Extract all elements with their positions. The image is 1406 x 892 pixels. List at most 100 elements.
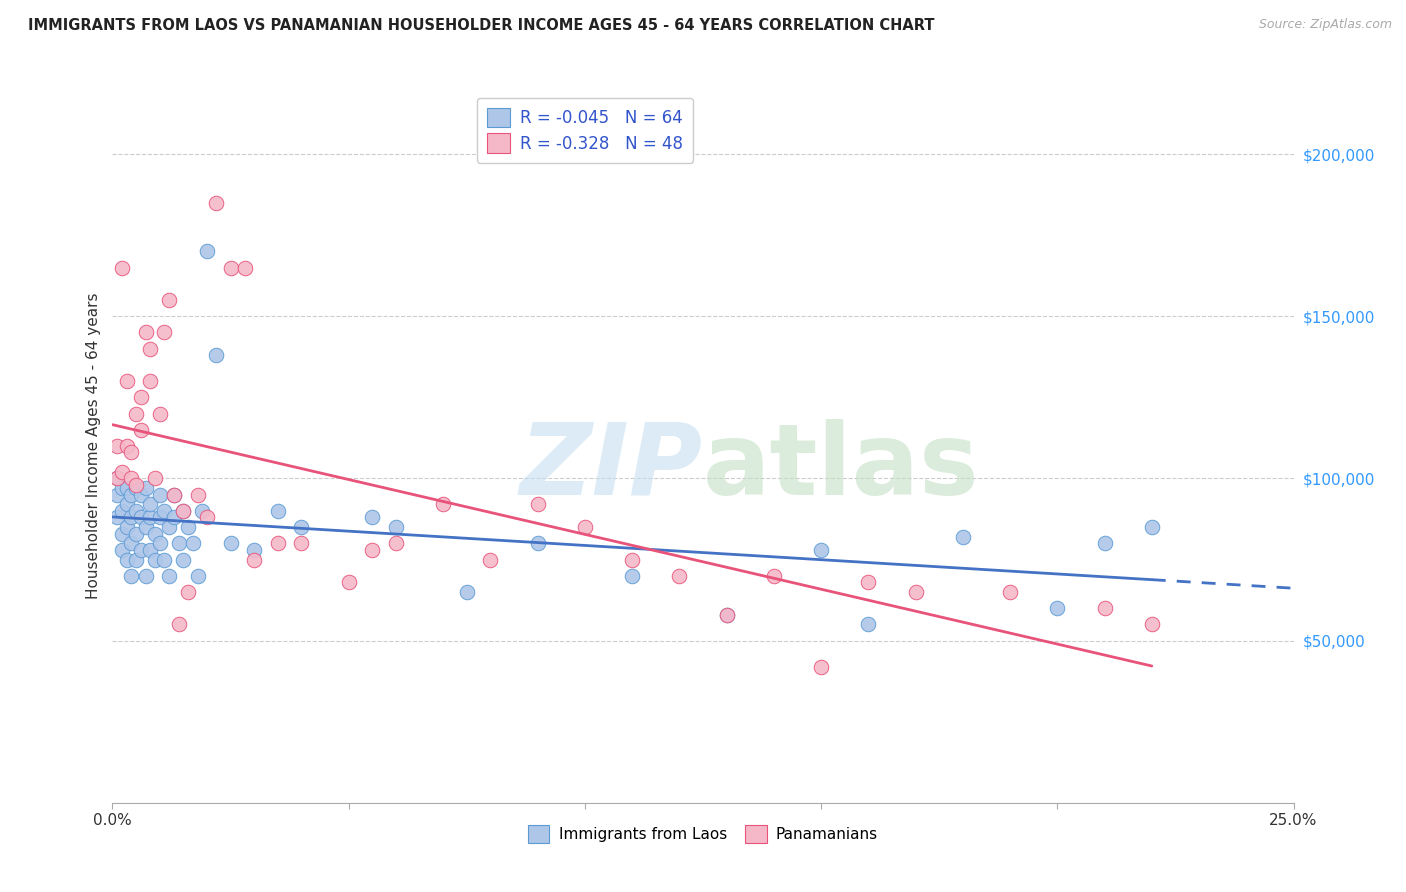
Point	[167, 536, 190, 550]
Point	[105, 471, 128, 485]
Point	[167, 617, 190, 632]
Point	[621, 552, 644, 566]
Point	[361, 510, 384, 524]
Point	[267, 504, 290, 518]
Text: Source: ZipAtlas.com: Source: ZipAtlas.com	[1258, 18, 1392, 31]
Point	[716, 607, 738, 622]
Point	[810, 659, 832, 673]
Point	[149, 536, 172, 550]
Point	[172, 504, 194, 518]
Point	[858, 575, 880, 590]
Point	[219, 536, 242, 550]
Point	[105, 510, 128, 524]
Point	[163, 488, 186, 502]
Point	[858, 617, 880, 632]
Point	[290, 536, 312, 550]
Point	[111, 465, 134, 479]
Point	[621, 568, 644, 582]
Point	[139, 374, 162, 388]
Point	[904, 585, 927, 599]
Point	[668, 568, 690, 582]
Point	[361, 542, 384, 557]
Point	[243, 552, 266, 566]
Point	[149, 488, 172, 502]
Point	[762, 568, 785, 582]
Point	[205, 195, 228, 210]
Point	[172, 504, 194, 518]
Point	[186, 568, 208, 582]
Point	[191, 504, 214, 518]
Point	[143, 471, 166, 485]
Point	[125, 478, 148, 492]
Point	[157, 568, 180, 582]
Point	[125, 481, 148, 495]
Legend: Immigrants from Laos, Panamanians: Immigrants from Laos, Panamanians	[522, 819, 884, 848]
Point	[267, 536, 290, 550]
Text: ZIP: ZIP	[520, 419, 703, 516]
Point	[111, 260, 134, 275]
Point	[432, 497, 454, 511]
Point	[149, 407, 172, 421]
Point	[139, 510, 162, 524]
Point	[120, 445, 142, 459]
Point	[526, 497, 548, 511]
Point	[143, 526, 166, 541]
Point	[243, 542, 266, 557]
Point	[111, 526, 134, 541]
Point	[810, 542, 832, 557]
Point	[115, 520, 138, 534]
Point	[115, 439, 138, 453]
Point	[129, 423, 152, 437]
Point	[233, 260, 256, 275]
Text: atlas: atlas	[703, 419, 980, 516]
Point	[125, 407, 148, 421]
Point	[157, 293, 180, 307]
Point	[115, 497, 138, 511]
Point	[195, 510, 218, 524]
Point	[129, 488, 152, 502]
Text: IMMIGRANTS FROM LAOS VS PANAMANIAN HOUSEHOLDER INCOME AGES 45 - 64 YEARS CORRELA: IMMIGRANTS FROM LAOS VS PANAMANIAN HOUSE…	[28, 18, 935, 33]
Point	[111, 542, 134, 557]
Point	[120, 568, 142, 582]
Point	[111, 504, 134, 518]
Point	[1094, 536, 1116, 550]
Point	[120, 510, 142, 524]
Point	[149, 510, 172, 524]
Y-axis label: Householder Income Ages 45 - 64 years: Householder Income Ages 45 - 64 years	[86, 293, 101, 599]
Point	[456, 585, 478, 599]
Point	[163, 488, 186, 502]
Point	[574, 520, 596, 534]
Point	[135, 520, 157, 534]
Point	[125, 526, 148, 541]
Point	[129, 542, 152, 557]
Point	[385, 536, 408, 550]
Point	[135, 568, 157, 582]
Point	[153, 326, 176, 340]
Point	[952, 530, 974, 544]
Point	[172, 552, 194, 566]
Point	[115, 481, 138, 495]
Point	[139, 497, 162, 511]
Point	[290, 520, 312, 534]
Point	[120, 536, 142, 550]
Point	[139, 342, 162, 356]
Point	[105, 439, 128, 453]
Point	[181, 536, 204, 550]
Point	[337, 575, 360, 590]
Point	[129, 390, 152, 404]
Point	[105, 471, 128, 485]
Point	[153, 552, 176, 566]
Point	[195, 244, 218, 259]
Point	[125, 552, 148, 566]
Point	[186, 488, 208, 502]
Point	[998, 585, 1021, 599]
Point	[157, 520, 180, 534]
Point	[115, 552, 138, 566]
Point	[205, 348, 228, 362]
Point	[385, 520, 408, 534]
Point	[125, 504, 148, 518]
Point	[135, 326, 157, 340]
Point	[135, 481, 157, 495]
Point	[177, 520, 200, 534]
Point	[177, 585, 200, 599]
